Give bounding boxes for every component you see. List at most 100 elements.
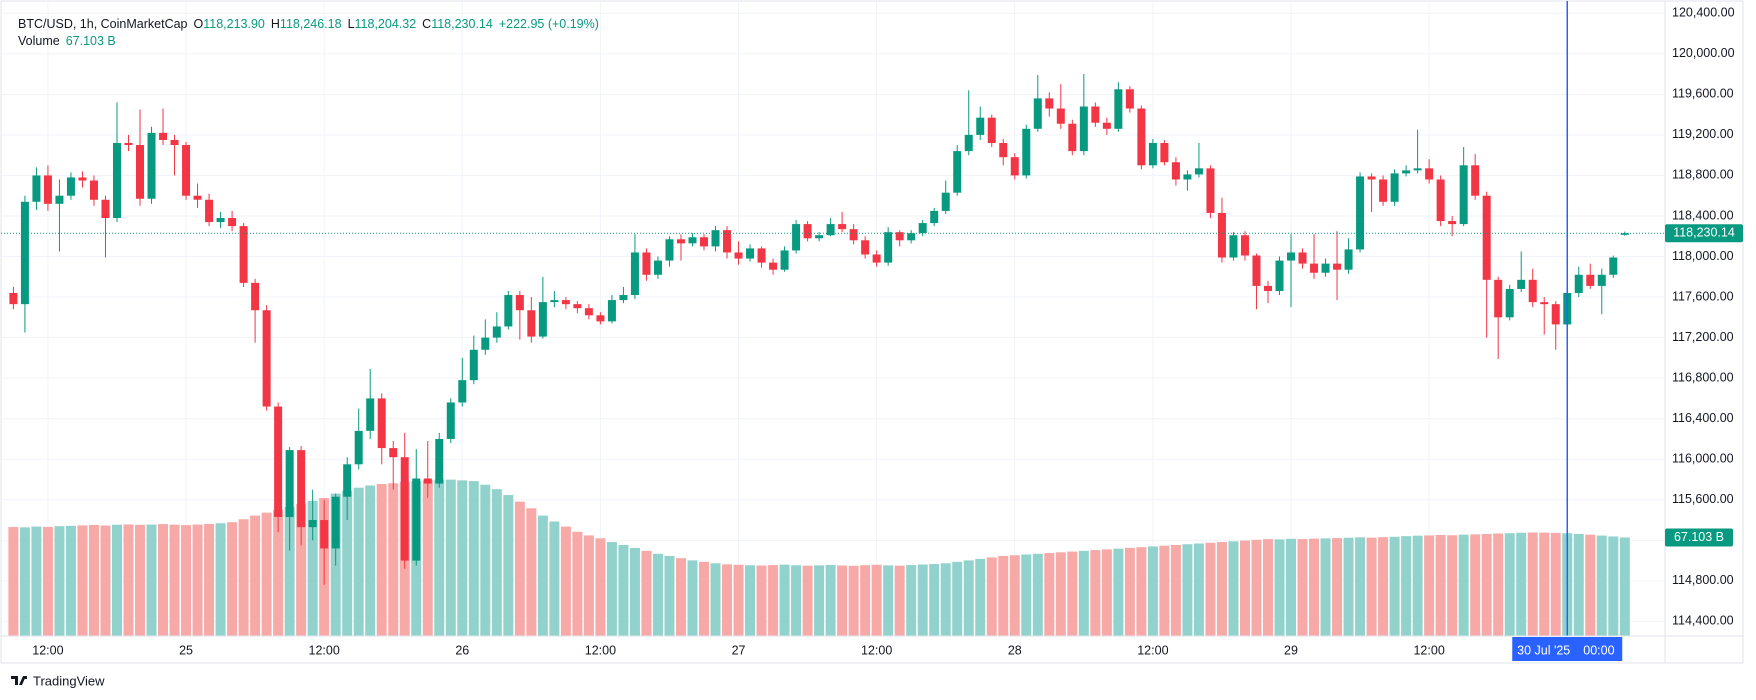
candle-body	[584, 308, 593, 316]
candle-body	[987, 117, 996, 143]
y-tick-label: 119,200.00	[1672, 127, 1734, 141]
candle-body	[170, 139, 179, 146]
candle-body	[815, 235, 824, 239]
candle-body	[1390, 173, 1399, 202]
candle-body	[423, 478, 432, 484]
candle-body	[964, 134, 973, 152]
volume-bar	[422, 480, 433, 636]
volume-bar	[572, 531, 583, 636]
candle-body	[999, 142, 1008, 158]
crosshair-date: 30 Jul '25	[1517, 643, 1570, 657]
candle-body	[1137, 108, 1146, 166]
volume-bar	[457, 480, 468, 636]
volume-bar	[1412, 535, 1423, 636]
candle-body	[1171, 162, 1180, 180]
candle-body	[1068, 123, 1077, 152]
volume-bar	[1090, 550, 1101, 636]
candle-body	[1298, 252, 1307, 264]
volume-bar	[1516, 532, 1527, 636]
candle-body	[343, 464, 352, 497]
candle-body	[780, 250, 789, 270]
candle-body	[1022, 128, 1031, 176]
candle-body	[285, 450, 294, 518]
candle-body	[159, 132, 168, 140]
volume-bar	[296, 503, 307, 636]
candle-body	[1459, 165, 1468, 225]
volume-title: Volume	[18, 34, 60, 48]
candle-body	[1217, 212, 1226, 258]
volume-bar	[77, 525, 88, 636]
candle-body	[331, 496, 340, 549]
volume-bar	[1205, 542, 1216, 636]
volume-bar	[699, 561, 709, 636]
candle-body	[1471, 165, 1480, 196]
candle-body	[642, 252, 651, 275]
y-tick-label: 118,000.00	[1672, 249, 1734, 263]
candle-body	[746, 248, 755, 259]
candle-body	[918, 223, 927, 234]
low-key: L	[347, 17, 355, 31]
candle-body	[769, 262, 778, 270]
candle-body	[1620, 233, 1629, 235]
change: +222.95 (+0.19%)	[498, 17, 599, 31]
volume-bar	[986, 557, 997, 636]
candle-body	[1356, 176, 1365, 250]
candle-body	[366, 398, 375, 431]
volume-bar	[595, 538, 606, 636]
volume-bar	[1032, 553, 1043, 636]
candle-body	[1413, 168, 1422, 171]
candle-body	[1482, 195, 1491, 280]
volume-bar	[1193, 543, 1204, 636]
logo-icon	[11, 676, 27, 685]
candle-body	[274, 406, 283, 518]
crosshair-time: 00:00	[1583, 643, 1614, 657]
volume-bar	[549, 521, 560, 636]
volume-bar	[687, 560, 698, 636]
volume-bar	[307, 500, 318, 636]
candle-body	[308, 520, 317, 528]
candle-body	[861, 240, 870, 255]
volume-bar	[664, 555, 675, 636]
candle-body	[838, 224, 847, 230]
volume-bar	[1550, 532, 1561, 636]
y-tick-label: 120,400.00	[1672, 6, 1735, 20]
volume-bar	[1608, 536, 1619, 636]
last-volume-label: 67.103 B	[1674, 530, 1724, 544]
candle-body	[895, 232, 904, 241]
volume-bar	[1401, 536, 1412, 636]
volume-bar	[135, 524, 146, 636]
close-key: C	[422, 17, 432, 31]
y-tick-label: 117,200.00	[1672, 330, 1734, 344]
candle-body	[941, 192, 950, 211]
candle-body	[377, 398, 386, 449]
volume-bar	[353, 487, 364, 636]
high-key: H	[270, 17, 280, 31]
volume-bar	[1309, 538, 1320, 636]
volume-bar	[1585, 534, 1596, 636]
candle-body	[826, 224, 835, 236]
grid	[1, 1, 1665, 636]
candle-body	[389, 448, 398, 458]
candle-body	[1321, 263, 1330, 273]
y-tick-label: 118,400.00	[1672, 208, 1734, 222]
candle-body	[1148, 142, 1157, 166]
candle-body	[412, 478, 421, 561]
y-tick-label: 114,400.00	[1672, 614, 1734, 628]
open-key: O	[193, 17, 204, 31]
candle-body	[849, 229, 858, 241]
candle-body	[884, 232, 893, 263]
candle-body	[193, 195, 202, 200]
candle-body	[1494, 279, 1503, 318]
volume-bar	[1216, 542, 1227, 636]
volume-bar	[1101, 549, 1112, 636]
candle-body	[239, 226, 248, 283]
candle-body	[228, 218, 237, 227]
candle-body	[1287, 252, 1296, 261]
y-tick-label: 116,000.00	[1672, 452, 1734, 466]
volume-bar	[940, 563, 951, 636]
y-tick-label: 116,400.00	[1672, 411, 1734, 425]
volume-bar	[526, 508, 537, 636]
candle-body	[734, 252, 743, 259]
volume-bar	[169, 524, 180, 636]
